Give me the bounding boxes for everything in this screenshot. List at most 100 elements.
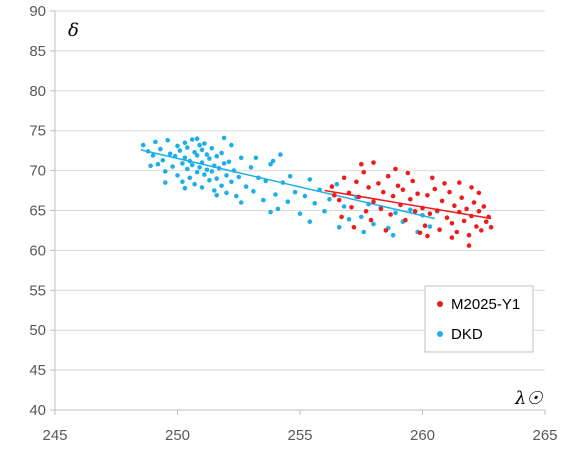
data-point bbox=[175, 173, 180, 178]
data-point bbox=[238, 155, 244, 161]
y-tick-label: 70 bbox=[29, 163, 46, 180]
y-tick-label: 55 bbox=[29, 282, 46, 299]
y-tick-label: 60 bbox=[29, 242, 46, 259]
data-point bbox=[408, 197, 413, 202]
data-point bbox=[187, 175, 193, 181]
data-point bbox=[483, 219, 489, 224]
data-point bbox=[180, 161, 185, 166]
data-point bbox=[182, 140, 188, 145]
data-point bbox=[361, 169, 367, 175]
data-point bbox=[234, 193, 239, 199]
data-point bbox=[410, 178, 416, 184]
data-point bbox=[158, 146, 163, 152]
data-point bbox=[354, 179, 359, 185]
data-point bbox=[268, 209, 273, 215]
data-point bbox=[214, 153, 219, 159]
data-point bbox=[307, 219, 313, 224]
data-point bbox=[163, 180, 168, 185]
data-point bbox=[405, 170, 411, 176]
data-point bbox=[385, 173, 391, 179]
data-point bbox=[199, 147, 205, 153]
data-point bbox=[145, 149, 151, 154]
data-point bbox=[371, 160, 376, 165]
data-point bbox=[437, 227, 442, 232]
data-point bbox=[332, 193, 337, 198]
data-point bbox=[170, 164, 175, 169]
data-point bbox=[476, 190, 482, 196]
y-axis-label: δ bbox=[68, 20, 79, 41]
data-point bbox=[425, 233, 430, 239]
data-point bbox=[452, 203, 457, 208]
data-point bbox=[351, 225, 357, 230]
data-point bbox=[219, 150, 224, 156]
data-point bbox=[398, 202, 403, 208]
data-point bbox=[466, 232, 472, 238]
data-point bbox=[229, 179, 234, 185]
data-point bbox=[442, 181, 447, 186]
data-point bbox=[434, 208, 440, 213]
data-point bbox=[371, 199, 376, 204]
data-point bbox=[459, 195, 465, 200]
data-point bbox=[334, 181, 340, 187]
data-point bbox=[361, 229, 367, 235]
x-tick-label: 245 bbox=[42, 427, 67, 444]
data-point bbox=[214, 176, 219, 181]
data-point bbox=[280, 180, 286, 185]
data-point bbox=[197, 142, 202, 148]
data-point bbox=[182, 155, 188, 161]
data-point bbox=[150, 153, 156, 158]
data-points bbox=[140, 135, 494, 248]
data-point bbox=[172, 153, 178, 159]
data-point bbox=[209, 146, 215, 151]
data-point bbox=[214, 193, 219, 198]
data-point bbox=[476, 209, 482, 214]
data-point bbox=[349, 205, 354, 210]
legend-label: DKD bbox=[451, 326, 483, 343]
data-point bbox=[420, 213, 425, 218]
data-point bbox=[356, 194, 362, 200]
axes bbox=[50, 10, 546, 415]
y-tick-label: 65 bbox=[29, 203, 46, 220]
data-point bbox=[457, 209, 462, 215]
data-point bbox=[202, 141, 207, 146]
data-point bbox=[336, 225, 342, 230]
data-point bbox=[278, 152, 283, 157]
data-point bbox=[393, 166, 398, 172]
data-point bbox=[393, 210, 398, 216]
data-point bbox=[185, 145, 190, 150]
data-point bbox=[292, 189, 298, 195]
data-point bbox=[390, 193, 396, 199]
data-point bbox=[216, 165, 222, 171]
data-point bbox=[192, 181, 197, 187]
data-point bbox=[329, 184, 335, 189]
data-point bbox=[479, 228, 484, 233]
data-point bbox=[197, 165, 202, 170]
data-point bbox=[449, 221, 455, 226]
data-point bbox=[153, 139, 158, 145]
data-point bbox=[395, 183, 401, 189]
data-point bbox=[270, 158, 276, 164]
data-point bbox=[457, 180, 462, 185]
data-point bbox=[238, 200, 244, 205]
data-point bbox=[224, 190, 229, 196]
data-point bbox=[466, 243, 472, 248]
data-point bbox=[192, 149, 197, 155]
legend: M2025-Y1 DKD bbox=[424, 285, 534, 353]
data-point bbox=[202, 172, 207, 177]
data-point bbox=[248, 165, 254, 170]
data-point bbox=[371, 221, 376, 227]
data-point bbox=[285, 199, 291, 204]
data-point bbox=[359, 161, 364, 167]
data-point bbox=[469, 213, 474, 219]
data-point bbox=[212, 163, 217, 169]
data-point bbox=[180, 179, 185, 185]
data-point bbox=[185, 166, 190, 172]
data-point bbox=[432, 186, 438, 192]
data-point bbox=[189, 162, 195, 168]
tick-labels: 245 250 255 260 265 40 45 50 55 60 65 70 75 80 85 90 bbox=[29, 3, 557, 444]
data-point bbox=[207, 156, 212, 161]
x-axis-label: λ☉ bbox=[514, 388, 543, 409]
trend-line bbox=[140, 149, 435, 220]
data-point bbox=[403, 217, 408, 223]
data-point bbox=[251, 189, 256, 194]
